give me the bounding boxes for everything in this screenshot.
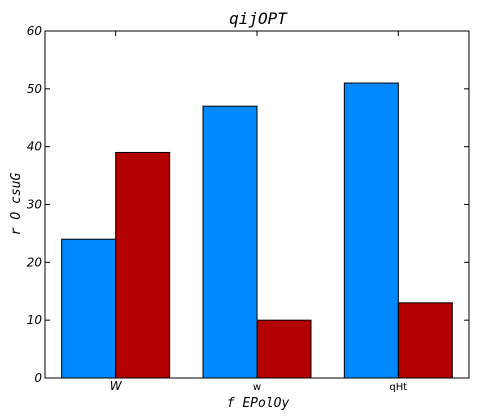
bar-series0-0 [61,238,117,379]
y-tick-label: 0 [34,371,42,385]
y-tick-label: 40 [27,140,43,154]
y-tick-label: 30 [27,198,43,212]
bar-series1-1 [256,319,312,379]
x-axis-label: f EPolOy [227,396,290,411]
y-axis-label: r O csuG [9,173,24,236]
bar-series1-2 [397,302,453,379]
chart-title: qijOPT [229,9,288,28]
bar-series0-1 [202,105,258,379]
y-tick-label: 20 [27,255,43,269]
y-tick-label: 10 [27,313,43,327]
bar-series0-2 [343,82,399,379]
plot-frame [44,30,470,379]
x-tick-label: w [253,382,261,393]
y-tick-label: 50 [27,82,43,96]
y-tick-label: 60 [27,24,43,38]
bars-group [61,82,453,379]
x-tick-label: W [110,379,123,393]
x-tick-label: qHt [389,382,407,393]
bar-series1-0 [115,151,171,379]
y-axis-ticks: 0 10 20 30 40 50 60 [27,24,469,385]
